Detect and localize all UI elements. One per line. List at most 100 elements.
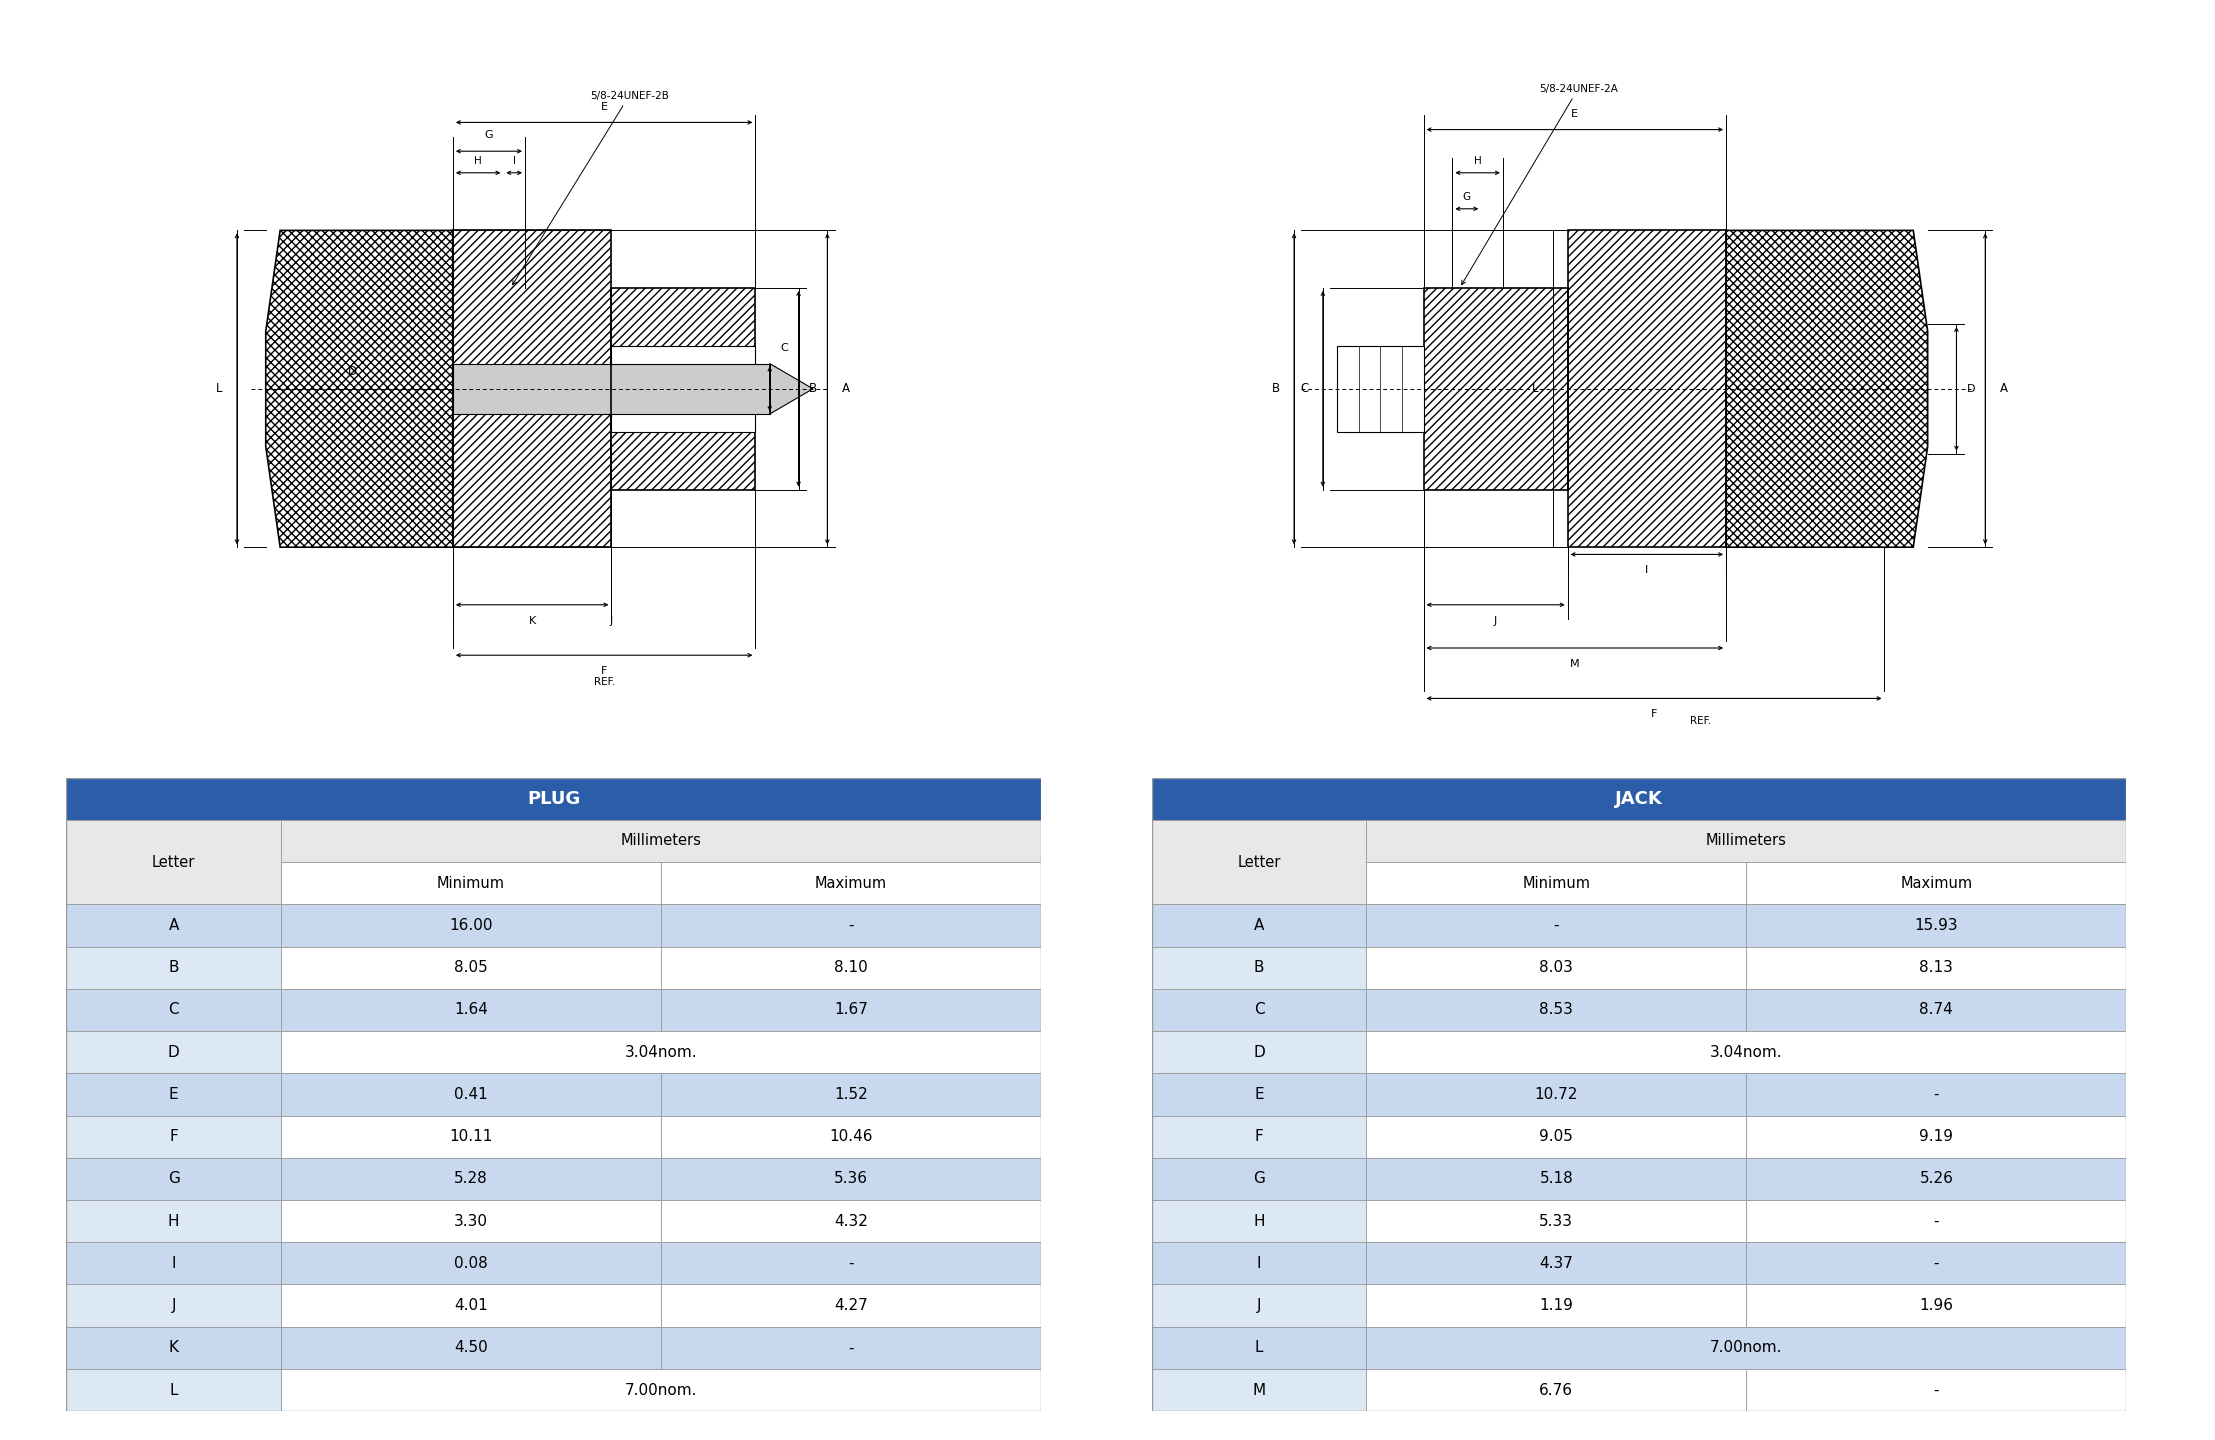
Text: M: M xyxy=(1251,1382,1265,1398)
Text: 10.46: 10.46 xyxy=(828,1129,873,1145)
Text: 15.93: 15.93 xyxy=(1914,917,1958,933)
FancyBboxPatch shape xyxy=(66,1200,281,1243)
Text: 5.26: 5.26 xyxy=(1920,1171,1954,1187)
FancyBboxPatch shape xyxy=(1152,1073,1367,1116)
FancyBboxPatch shape xyxy=(660,1158,1041,1200)
FancyBboxPatch shape xyxy=(1152,819,1367,904)
FancyBboxPatch shape xyxy=(1745,1284,2126,1326)
Text: K: K xyxy=(529,616,536,625)
FancyBboxPatch shape xyxy=(1745,989,2126,1031)
Text: 4.27: 4.27 xyxy=(835,1297,868,1313)
Bar xyxy=(452,363,771,415)
FancyBboxPatch shape xyxy=(1152,1326,1367,1369)
Text: -: - xyxy=(848,917,853,933)
Text: 0.08: 0.08 xyxy=(454,1256,487,1272)
Polygon shape xyxy=(1725,230,1927,547)
Text: D: D xyxy=(348,364,357,377)
Text: I: I xyxy=(1256,1256,1260,1272)
FancyBboxPatch shape xyxy=(1367,1158,1745,1200)
Text: -: - xyxy=(848,1256,853,1272)
FancyBboxPatch shape xyxy=(1152,1158,1367,1200)
Text: PLUG: PLUG xyxy=(527,789,580,808)
FancyBboxPatch shape xyxy=(1367,1031,2126,1073)
Text: H: H xyxy=(1254,1214,1265,1228)
Text: 3.30: 3.30 xyxy=(454,1214,487,1228)
FancyBboxPatch shape xyxy=(660,1073,1041,1116)
FancyBboxPatch shape xyxy=(660,904,1041,946)
Text: C: C xyxy=(780,343,789,353)
Text: Maximum: Maximum xyxy=(1900,876,1971,891)
FancyBboxPatch shape xyxy=(1745,863,2126,904)
FancyBboxPatch shape xyxy=(1367,819,2126,863)
Text: 9.19: 9.19 xyxy=(1920,1129,1954,1145)
Text: 1.52: 1.52 xyxy=(835,1087,868,1102)
Text: L: L xyxy=(1533,382,1539,396)
FancyBboxPatch shape xyxy=(1745,946,2126,989)
Text: G: G xyxy=(168,1171,179,1187)
FancyBboxPatch shape xyxy=(1367,989,1745,1031)
Text: L: L xyxy=(1254,1341,1263,1355)
FancyBboxPatch shape xyxy=(1745,1116,2126,1158)
Text: 1.19: 1.19 xyxy=(1539,1297,1573,1313)
Text: Letter: Letter xyxy=(153,854,195,870)
Text: 5.36: 5.36 xyxy=(835,1171,868,1187)
Text: 1.96: 1.96 xyxy=(1920,1297,1954,1313)
Text: 9.05: 9.05 xyxy=(1539,1129,1573,1145)
Text: 3.04nom.: 3.04nom. xyxy=(625,1044,698,1060)
Text: 5/8-24UNEF-2A: 5/8-24UNEF-2A xyxy=(1462,84,1617,285)
FancyBboxPatch shape xyxy=(1745,904,2126,946)
Text: B: B xyxy=(1254,960,1265,975)
Text: JACK: JACK xyxy=(1615,789,1663,808)
Text: 8.10: 8.10 xyxy=(835,960,868,975)
FancyBboxPatch shape xyxy=(1745,1200,2126,1243)
Text: REF.: REF. xyxy=(1690,717,1712,726)
Text: 5/8-24UNEF-2B: 5/8-24UNEF-2B xyxy=(512,91,669,285)
FancyBboxPatch shape xyxy=(281,1284,660,1326)
Text: 8.53: 8.53 xyxy=(1539,1002,1573,1018)
Text: J: J xyxy=(1495,616,1497,625)
FancyBboxPatch shape xyxy=(1367,1243,1745,1284)
FancyBboxPatch shape xyxy=(660,1284,1041,1326)
Text: D: D xyxy=(1254,1044,1265,1060)
Text: H: H xyxy=(1473,156,1482,166)
FancyBboxPatch shape xyxy=(1367,1326,2126,1369)
Text: 8.05: 8.05 xyxy=(454,960,487,975)
FancyBboxPatch shape xyxy=(281,863,660,904)
Text: A: A xyxy=(1254,917,1265,933)
FancyBboxPatch shape xyxy=(66,1031,281,1073)
Bar xyxy=(611,346,755,432)
Bar xyxy=(1568,230,1725,547)
FancyBboxPatch shape xyxy=(1152,1369,1367,1411)
Text: E: E xyxy=(168,1087,179,1102)
FancyBboxPatch shape xyxy=(281,1326,660,1369)
Text: F: F xyxy=(168,1129,177,1145)
Text: B: B xyxy=(808,382,817,396)
FancyBboxPatch shape xyxy=(1152,989,1367,1031)
Text: 4.01: 4.01 xyxy=(454,1297,487,1313)
FancyBboxPatch shape xyxy=(1745,1369,2126,1411)
Text: 1.67: 1.67 xyxy=(835,1002,868,1018)
FancyBboxPatch shape xyxy=(660,989,1041,1031)
FancyBboxPatch shape xyxy=(1367,1200,1745,1243)
FancyBboxPatch shape xyxy=(1745,1073,2126,1116)
Bar xyxy=(1424,288,1568,490)
Text: J: J xyxy=(171,1297,175,1313)
Text: C: C xyxy=(168,1002,179,1018)
Text: 4.50: 4.50 xyxy=(454,1341,487,1355)
FancyBboxPatch shape xyxy=(66,1369,281,1411)
FancyBboxPatch shape xyxy=(281,1158,660,1200)
FancyBboxPatch shape xyxy=(1367,946,1745,989)
FancyBboxPatch shape xyxy=(1745,1158,2126,1200)
Text: H: H xyxy=(474,156,483,166)
FancyBboxPatch shape xyxy=(1152,1284,1367,1326)
Text: D: D xyxy=(1967,384,1976,393)
Text: F: F xyxy=(1254,1129,1263,1145)
FancyBboxPatch shape xyxy=(660,1200,1041,1243)
Text: C: C xyxy=(1300,382,1309,396)
FancyBboxPatch shape xyxy=(1152,778,2126,819)
Text: B: B xyxy=(168,960,179,975)
FancyBboxPatch shape xyxy=(1367,1369,1745,1411)
Text: 16.00: 16.00 xyxy=(450,917,492,933)
Text: J: J xyxy=(1256,1297,1260,1313)
FancyBboxPatch shape xyxy=(1745,1243,2126,1284)
